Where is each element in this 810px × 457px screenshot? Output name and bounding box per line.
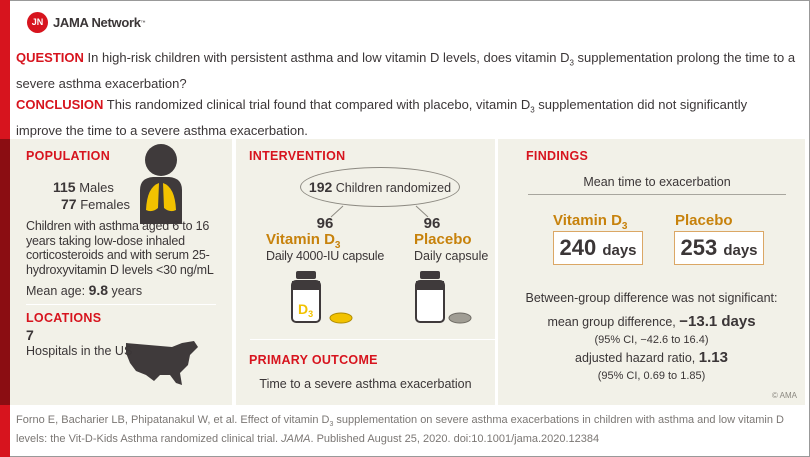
intervention-heading: INTERVENTION bbox=[249, 149, 346, 163]
findings-panel: FINDINGS Mean time to exacerbation Vitam… bbox=[498, 139, 805, 405]
population-content: POPULATION 115 Males 77 Females Children… bbox=[26, 149, 230, 359]
child-lungs-icon bbox=[140, 144, 182, 224]
us-map-icon bbox=[126, 341, 198, 385]
mean-age: Mean age: 9.8 years bbox=[26, 282, 143, 298]
population-heading: POPULATION bbox=[26, 149, 111, 163]
copyright: © AMA bbox=[771, 391, 797, 400]
question: QUESTION In high-risk children with pers… bbox=[16, 48, 796, 94]
vitd-group-name: Vitamin D3 bbox=[553, 212, 628, 232]
trademark: ™ bbox=[140, 19, 146, 26]
brand-name: JAMA Network bbox=[53, 15, 141, 30]
males-count: 115 Males bbox=[53, 179, 114, 195]
question-text: In high-risk children with persistent as… bbox=[87, 50, 570, 65]
vitd-days-box: 240 days bbox=[553, 231, 643, 265]
placebo-bottle-icon bbox=[415, 271, 472, 324]
citation: Forno E, Bacharier LB, Phipatanakul W, e… bbox=[16, 414, 784, 446]
mean-difference-ci: (95% CI, −42.6 to 16.4) bbox=[594, 334, 709, 346]
vitd-arm-detail: Daily 4000-IU capsule bbox=[266, 249, 385, 263]
question-text-end: supplementation prolong the time to a se… bbox=[16, 50, 796, 91]
accent-bar-top bbox=[0, 0, 10, 139]
population-description: Children with asthma aged 6 to 16 years … bbox=[26, 219, 214, 277]
population-panel: POPULATION 115 Males 77 Females Children… bbox=[10, 139, 232, 405]
vitd-arm-count: 96 bbox=[316, 215, 334, 232]
subscript: 3 bbox=[530, 105, 535, 115]
significance-text: Between-group difference was not signifi… bbox=[525, 291, 778, 305]
findings-subheading: Mean time to exacerbation bbox=[528, 173, 786, 195]
hazard-ratio-ci: (95% CI, 0.69 to 1.85) bbox=[597, 370, 706, 382]
locations-label: Hospitals in the US bbox=[26, 344, 133, 358]
hazard-ratio: adjusted hazard ratio, 1.13 bbox=[575, 349, 728, 366]
intervention-panel: INTERVENTION 192 Children randomized 96 … bbox=[236, 139, 495, 405]
females-count: 77 Females bbox=[61, 196, 131, 212]
primary-outcome-text: Time to a severe asthma exacerbation bbox=[259, 377, 472, 391]
conclusion-text: This randomized clinical trial found tha… bbox=[106, 97, 531, 112]
accent-bar-bottom bbox=[0, 405, 10, 457]
vitamin-d-bottle-icon: D3 bbox=[291, 271, 353, 324]
mean-difference: mean group difference, −13.1 days bbox=[547, 313, 756, 330]
branch-lines bbox=[330, 205, 429, 218]
placebo-days-box: 253 days bbox=[674, 231, 764, 265]
conclusion-text-end: supplementation did not significantly im… bbox=[16, 97, 748, 138]
subscript: 3 bbox=[569, 58, 574, 68]
randomized-ellipse: 192 Children randomized bbox=[300, 167, 460, 207]
placebo-arm-name: Placebo bbox=[414, 231, 472, 248]
jama-logo: JN JAMA Network ™ bbox=[27, 12, 146, 33]
logo-badge: JN bbox=[27, 12, 48, 33]
placebo-arm-count: 96 bbox=[423, 215, 441, 232]
locations-count: 7 bbox=[26, 327, 34, 343]
divider bbox=[250, 339, 495, 340]
conclusion-label: CONCLUSION bbox=[16, 97, 104, 112]
primary-outcome-heading: PRIMARY OUTCOME bbox=[249, 353, 378, 367]
vitd-arm-name: Vitamin D3 bbox=[266, 231, 341, 251]
accent-bar-middle bbox=[0, 139, 10, 405]
conclusion: CONCLUSION This randomized clinical tria… bbox=[16, 95, 796, 141]
placebo-arm-detail: Daily capsule bbox=[414, 249, 489, 263]
locations-heading: LOCATIONS bbox=[26, 311, 102, 325]
question-label: QUESTION bbox=[16, 50, 84, 65]
divider bbox=[26, 304, 216, 305]
placebo-group-name: Placebo bbox=[675, 212, 733, 229]
findings-heading: FINDINGS bbox=[526, 149, 589, 163]
